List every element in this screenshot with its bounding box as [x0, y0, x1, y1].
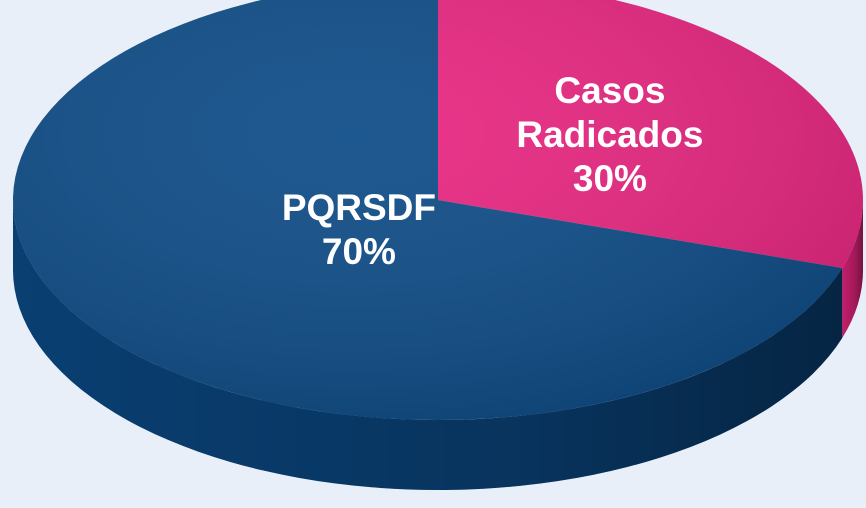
category-label: PQRSDF	[281, 186, 436, 228]
value-label: 30%	[572, 158, 647, 200]
category-label: Casos Radicados	[516, 70, 704, 156]
slice-label: PQRSDF 70%	[244, 186, 474, 274]
slice-side-shade	[13, 200, 843, 490]
value-label: 70%	[321, 230, 396, 272]
top-shade	[13, 0, 863, 420]
slice-side-shade	[842, 200, 863, 338]
slice-label: Casos Radicados 30%	[495, 69, 725, 201]
